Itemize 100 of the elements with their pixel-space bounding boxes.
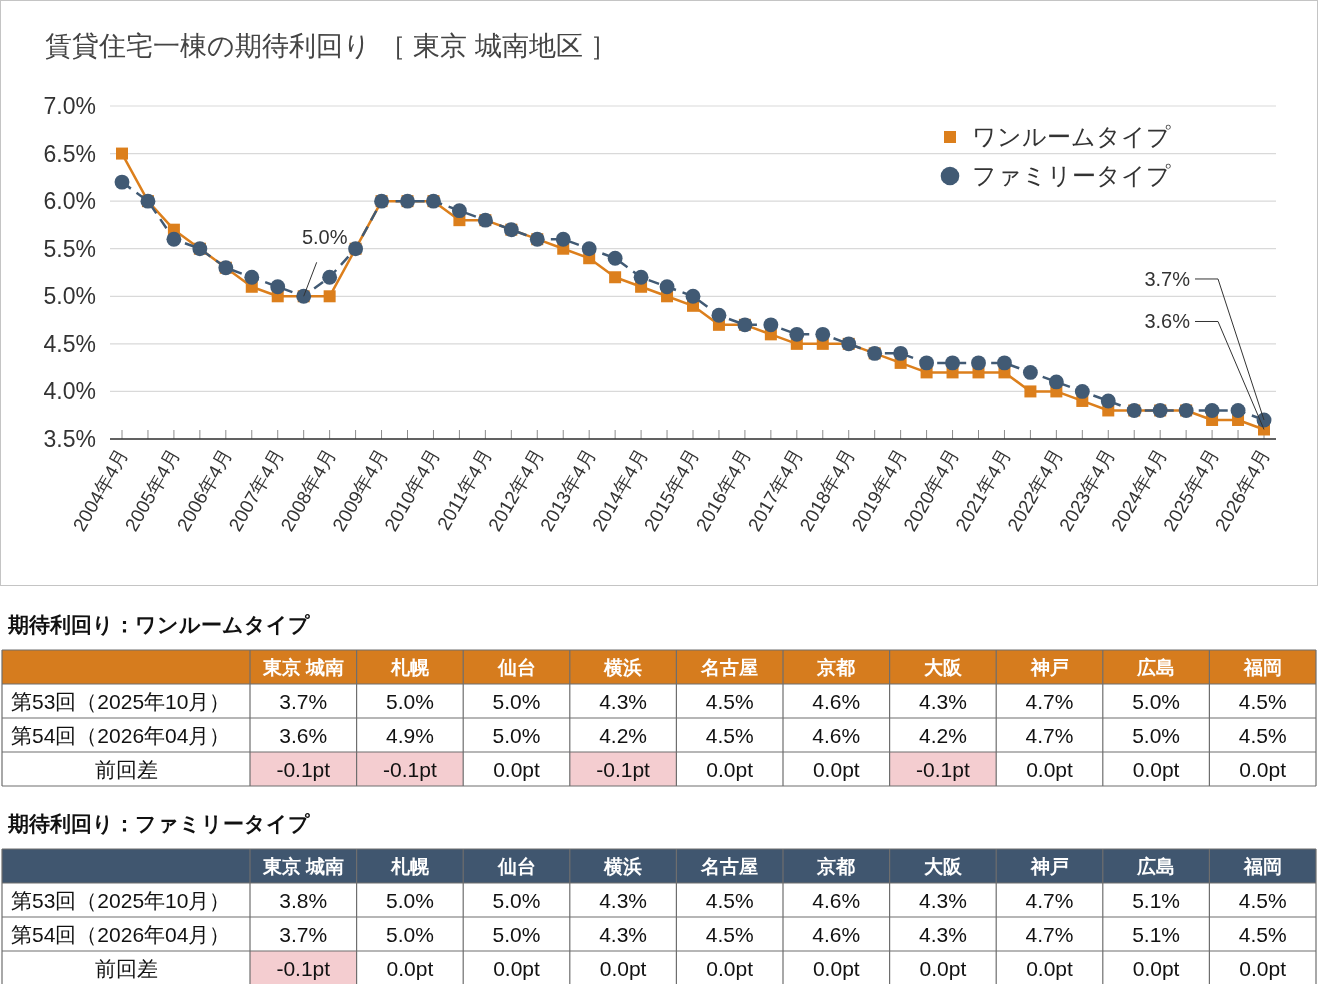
point [971,355,986,371]
x-tick-label: 福岡 [1242,856,1282,877]
point [1100,393,1116,409]
data-label: 4.7% [1025,690,1074,713]
x-tick-label: 福岡 [1242,657,1282,678]
point [244,269,260,285]
data-label: 4.3% [599,889,648,912]
data-label: 4.7% [1025,923,1074,946]
data-label: 5.0% [385,690,434,713]
point [893,345,909,361]
point [116,147,128,160]
data-label: 0.0pt [1026,758,1074,781]
point [659,279,675,295]
data-label: 4.5% [705,923,754,946]
x-tick-label: 横浜 [603,657,643,678]
x-tick-label: 広島 [1136,657,1176,678]
x-tick-label: 大阪 [923,657,963,678]
point [711,307,727,323]
data-label: 0.0pt [706,957,754,980]
data-label: 4.3% [599,923,648,946]
y-tick-label: 4.5% [43,330,96,357]
point [919,355,935,371]
point [1024,385,1037,398]
point [270,279,286,295]
data-label: 5.1% [1132,889,1181,912]
data-label: 3.7% [279,690,328,713]
point [581,241,597,257]
data-label: 4.3% [599,690,648,713]
x-tick-label: 東京 城南 [261,856,344,877]
data-label: 4.5% [705,889,754,912]
data-label: 0.0pt [1026,957,1074,980]
point [323,290,336,303]
y-tick-label: 第53回（2025年10月） [11,690,231,713]
y-tick-label: 5.0% [43,283,96,310]
point [685,288,701,304]
data-label: 5.0% [385,889,434,912]
data-label: 3.7% [279,923,328,946]
data-label: 4.5% [705,690,754,713]
data-label: 4.7% [1025,724,1074,747]
y-tick-label: 4.0% [43,378,96,405]
x-tick-label: 神戸 [1029,856,1069,877]
point [633,269,649,285]
point [1022,364,1038,380]
chart-title: 賃貸住宅一棟の期待利回り ［ 東京 城南地区 ］ [45,31,618,61]
x-tick-label: 横浜 [603,856,643,877]
point [609,271,622,284]
data-label: 4.5% [705,724,754,747]
data-label: 0.0pt [386,957,434,980]
data-label: -0.1pt [383,758,437,781]
data-label: 4.6% [812,724,861,747]
data-label: -0.1pt [596,758,651,781]
data-label: 5.0% [385,923,434,946]
data-label: 4.7% [1025,889,1074,912]
data-label: 0.0pt [1239,957,1287,980]
point [166,231,182,247]
data-label: 0.0pt [812,758,860,781]
y-tick-label: 3.5% [43,426,96,452]
x-tick-label: 仙台 [496,856,536,877]
point [1074,383,1090,399]
y-tick-label: 7.0% [43,93,96,119]
data-label: 4.9% [385,724,434,747]
y-tick-label: 5.5% [43,235,96,262]
data-label: 3.8% [279,889,328,912]
point [451,203,467,219]
point [1048,374,1064,390]
data-label: -0.1pt [276,957,331,980]
data-label: 5.1% [1132,923,1181,946]
x-tick-label: 仙台 [496,657,536,678]
data-label: 4.5% [1238,724,1287,747]
data-label: 4.6% [812,889,861,912]
point [789,326,805,342]
x-tick-label: 名古屋 [700,856,759,877]
point [322,269,338,285]
data-label: 4.3% [918,923,967,946]
data-label: 4.3% [918,889,967,912]
data-label: 4.5% [1238,889,1287,912]
data-label: 3.7% [1144,267,1191,290]
point [945,355,960,371]
chart-title: 期待利回り：ファミリータイプ [7,812,310,835]
data-label: 0.0pt [1132,758,1180,781]
data-label: 0.0pt [1132,957,1180,980]
data-label: 0.0pt [599,957,647,980]
data-label: 0.0pt [919,957,967,980]
data-label: 4.2% [599,724,648,747]
data-label: 5.0% [1132,724,1181,747]
point [1230,403,1246,418]
point [114,174,130,190]
x-tick-label: 札幌 [389,856,430,877]
data-label: 3.6% [1144,310,1191,333]
x-tick-label: 名古屋 [700,657,759,678]
chart-title: 期待利回り：ワンルームタイプ [7,613,310,636]
x-tick-label: 大阪 [923,856,963,877]
data-label: 5.0% [1132,690,1181,713]
legend-label: ファミリータイプ [972,162,1171,189]
point [815,326,831,342]
data-label: 0.0pt [1239,758,1287,781]
x-tick-label: 広島 [1136,856,1176,877]
x-tick-label: 京都 [816,657,856,678]
data-label: 4.6% [812,923,861,946]
point [555,231,571,247]
